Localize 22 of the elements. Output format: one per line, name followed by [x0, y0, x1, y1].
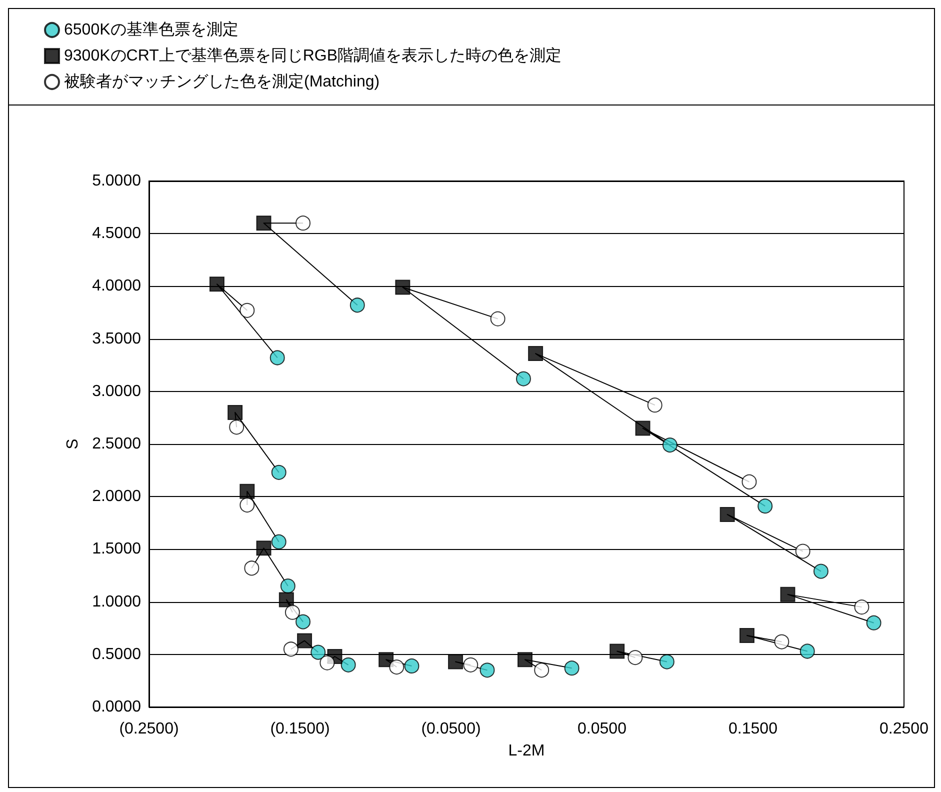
- x-tick-label: (0.0500): [421, 720, 481, 738]
- x-tick-label: (0.2500): [119, 720, 179, 738]
- x-axis-title: L-2M: [508, 742, 545, 760]
- y-tick-label: 0.5000: [92, 646, 142, 663]
- y-tick-label: 2.0000: [92, 488, 142, 506]
- legend-label: 9300KのCRT上で基準色票を同じRGB階調値を表示した時の色を測定: [64, 46, 562, 64]
- y-tick-label: 5.0000: [92, 172, 142, 190]
- y-tick-label: 0.0000: [92, 698, 142, 716]
- x-tick-label: 0.2500: [880, 720, 929, 738]
- x-tick-label: 0.1500: [728, 720, 778, 738]
- x-tick-label: (0.1500): [270, 720, 330, 738]
- y-tick-label: 3.0000: [92, 382, 142, 400]
- y-tick-label: 1.5000: [92, 540, 142, 558]
- legend-label: 被験者がマッチングした色を測定(Matching): [64, 72, 380, 90]
- y-tick-label: 1.0000: [92, 593, 142, 610]
- x-tick-label: 0.0500: [578, 720, 627, 738]
- y-axis-title: S: [64, 438, 82, 450]
- y-tick-label: 2.5000: [92, 436, 142, 452]
- legend-label: 6500Kの基準色票を測定: [64, 20, 238, 38]
- y-tick-label: 4.0000: [92, 278, 142, 295]
- y-tick-label: 3.5000: [92, 330, 142, 348]
- y-tick-label: 4.5000: [92, 225, 142, 242]
